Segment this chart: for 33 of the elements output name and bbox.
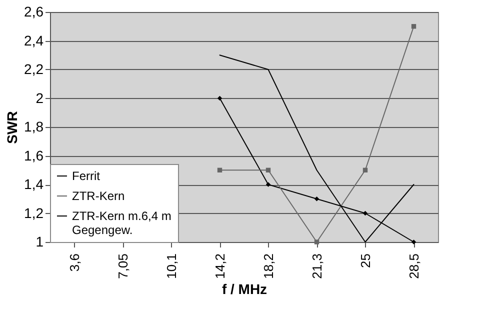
point (314, 240, 320, 244)
point (217, 96, 222, 101)
point (411, 240, 416, 244)
point (266, 168, 271, 172)
y-axis-title: SWR (4, 111, 20, 144)
y-tick-label: 2,4 (24, 32, 44, 48)
point (266, 182, 271, 187)
x-tick-label: 21,3 (309, 254, 324, 279)
y-tick-label: 1,2 (24, 204, 44, 221)
x-tick-label: 28,5 (406, 254, 422, 279)
x-tick-label: 3,6 (66, 254, 82, 272)
y-tick-label: 1,4 (24, 176, 44, 192)
legend-label: ZTR-Kern m.6,4 m Gegengew. (72, 209, 172, 237)
x-axis-title: f / MHz (222, 280, 268, 297)
y-tick-label: 2,2 (24, 61, 44, 77)
legend-label: Ferrit (72, 169, 101, 183)
y-tick-label: 1,6 (24, 147, 44, 164)
point (362, 168, 368, 172)
point (411, 24, 416, 29)
point (314, 196, 320, 202)
y-tick-label: 2 (36, 90, 44, 106)
y-tick-label: 1,8 (24, 118, 44, 134)
y-tick-label: 1 (36, 234, 44, 250)
x-tick-label: 25 (358, 254, 373, 268)
x-tick-label: 7,05 (115, 254, 130, 279)
y-tick-label: 2,6 (24, 4, 44, 20)
legend-label: ZTR-Kern (72, 189, 125, 203)
point (217, 168, 222, 172)
x-tick-label: 18,2 (260, 254, 276, 279)
x-tick-label: 10,1 (164, 254, 179, 279)
x-tick-label: 14,2 (212, 254, 228, 279)
line-series (219, 54, 414, 242)
point (362, 210, 368, 216)
